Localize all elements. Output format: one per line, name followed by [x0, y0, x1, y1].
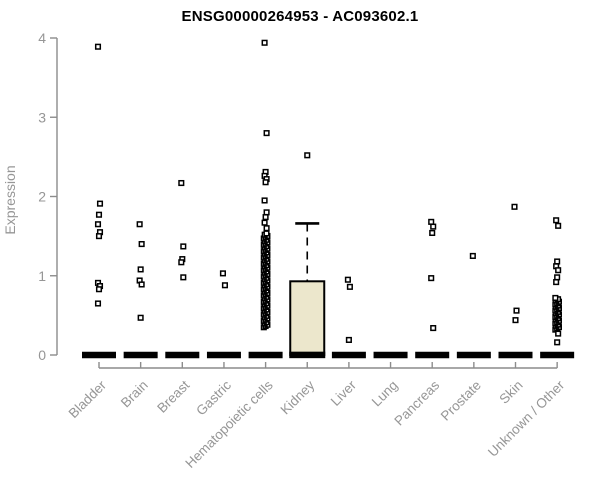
data-point [430, 223, 437, 230]
data-point [513, 307, 520, 314]
data-point [221, 282, 228, 289]
data-point [180, 243, 187, 250]
data-point [428, 218, 435, 225]
y-axis-tick-label: 0 [38, 347, 46, 363]
data-point [555, 330, 562, 337]
zero-bar [456, 351, 491, 359]
x-axis-label: Gastric [193, 377, 234, 418]
data-point [95, 233, 103, 240]
data-point [511, 203, 518, 210]
data-point [137, 266, 144, 273]
median-line [289, 351, 326, 359]
data-point [219, 270, 226, 277]
zero-bar [206, 351, 241, 359]
x-axis-label: Unknown / Other [485, 377, 568, 460]
zero-bar [248, 351, 283, 359]
chart-title: ENSG00000264953 - AC093602.1 [181, 8, 419, 25]
zero-bar [82, 351, 116, 359]
data-point [95, 286, 103, 293]
data-point [136, 221, 143, 228]
data-point [263, 225, 270, 232]
data-point [554, 339, 561, 346]
x-axis-label: Liver [328, 377, 360, 409]
data-point [261, 39, 268, 46]
data-point [138, 281, 145, 288]
data-point [344, 276, 351, 283]
dense-point [552, 294, 559, 301]
data-point [553, 217, 560, 224]
y-axis-tick-label: 3 [38, 109, 46, 125]
x-axis-label: Pancreas [391, 377, 442, 428]
data-point [345, 336, 352, 343]
dense-point [263, 230, 270, 237]
zero-bar [540, 351, 575, 359]
x-axis-label: Lung [369, 378, 401, 410]
zero-bar [123, 351, 158, 359]
data-point [94, 221, 102, 228]
zero-bar [415, 351, 450, 359]
data-point [137, 314, 144, 321]
data-point [554, 274, 561, 281]
zero-bar [498, 351, 533, 359]
data-point [180, 274, 187, 281]
zero-bar [331, 351, 366, 359]
y-axis-tick-label: 2 [38, 189, 46, 205]
zero-bar [373, 351, 408, 359]
data-point [555, 222, 562, 229]
data-point [261, 197, 268, 204]
data-point [178, 259, 185, 266]
x-axis-label: Brain [118, 378, 151, 411]
outlier-point [304, 152, 311, 159]
data-point [428, 275, 435, 282]
data-point [429, 229, 436, 237]
data-point [430, 325, 437, 332]
x-axis-label: Skin [496, 378, 525, 407]
x-axis-label: Kidney [278, 377, 318, 417]
data-point [95, 211, 103, 218]
data-point [262, 214, 269, 221]
data-point [262, 179, 269, 186]
y-axis-tick-label: 1 [38, 268, 46, 284]
y-axis-title: Expression [2, 165, 18, 234]
data-point [138, 241, 145, 248]
data-point [553, 279, 560, 286]
data-point [96, 200, 104, 207]
x-axis-label: Prostate [438, 378, 484, 424]
data-point [94, 43, 102, 50]
data-point [346, 283, 353, 290]
data-point [469, 252, 476, 259]
x-axis-label: Breast [154, 377, 192, 415]
data-point [94, 300, 102, 307]
data-point [263, 130, 270, 137]
data-point [555, 267, 562, 274]
y-axis-tick-label: 4 [38, 30, 46, 46]
data-point [178, 179, 185, 187]
x-axis-label: Bladder [66, 377, 110, 421]
data-point [512, 317, 519, 324]
box [289, 280, 326, 356]
zero-bar [165, 351, 200, 359]
data-point [263, 209, 270, 216]
data-point [261, 219, 268, 226]
data-point [554, 258, 561, 265]
